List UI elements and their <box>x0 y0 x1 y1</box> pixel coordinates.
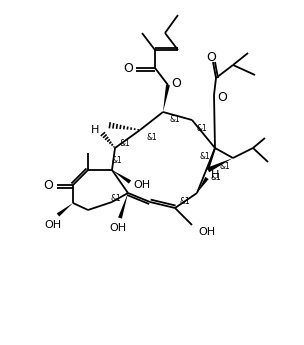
Text: O: O <box>171 77 181 89</box>
Text: H: H <box>211 170 219 180</box>
Text: O: O <box>206 50 216 63</box>
Text: &1: &1 <box>147 132 157 141</box>
Polygon shape <box>118 193 128 219</box>
Text: OH: OH <box>109 223 126 233</box>
Text: &1: &1 <box>200 151 210 160</box>
Text: OH: OH <box>199 227 216 237</box>
Text: &1: &1 <box>170 115 180 124</box>
Text: &1: &1 <box>197 124 207 132</box>
Text: O: O <box>43 178 53 191</box>
Text: OH: OH <box>44 220 62 230</box>
Polygon shape <box>197 177 209 193</box>
Text: &1: &1 <box>112 156 123 165</box>
Text: &1: &1 <box>180 197 190 206</box>
Text: H: H <box>91 125 99 135</box>
Polygon shape <box>57 203 73 217</box>
Polygon shape <box>112 170 131 184</box>
Polygon shape <box>207 158 233 172</box>
Text: &1: &1 <box>219 161 230 170</box>
Polygon shape <box>163 85 170 112</box>
Text: OH: OH <box>133 180 150 190</box>
Text: O: O <box>217 90 227 104</box>
Text: &1: &1 <box>120 138 130 148</box>
Text: &1: &1 <box>211 172 221 181</box>
Text: &1: &1 <box>111 194 121 203</box>
Text: O: O <box>123 61 133 75</box>
